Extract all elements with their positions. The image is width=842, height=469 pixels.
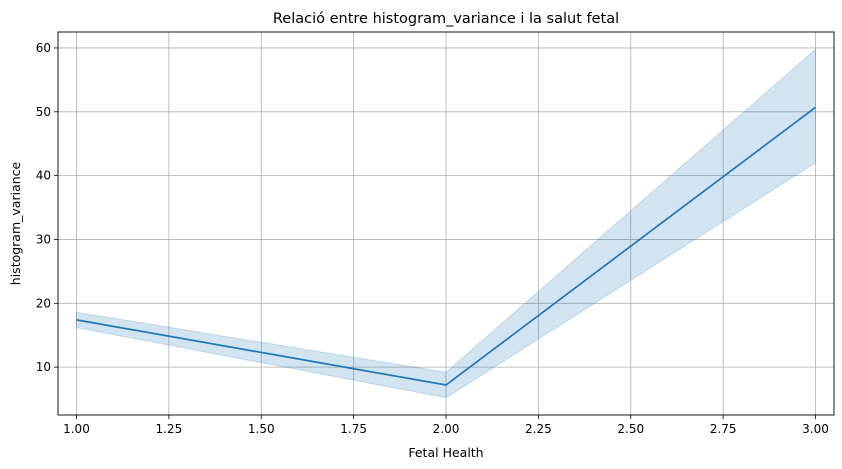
- grid: [58, 32, 834, 415]
- x-tick-label: 1.50: [248, 422, 275, 436]
- series-line-layer: [76, 106, 817, 386]
- series-line: [76, 106, 817, 386]
- x-tick-label: 2.25: [525, 422, 552, 436]
- y-tick-label: 30: [36, 232, 51, 246]
- x-axis-ticks: 1.00 1.25 1.50 1.75 2.00 2.25 2.50 2.75 3.00: [63, 415, 829, 436]
- x-tick-label: 2.00: [433, 422, 460, 436]
- x-tick-label: 1.75: [340, 422, 367, 436]
- x-tick-label: 2.50: [617, 422, 644, 436]
- y-tick-label: 50: [36, 105, 51, 119]
- chart-title: Relació entre histogram_variance i la sa…: [273, 11, 619, 27]
- x-axis-label: Fetal Health: [408, 445, 483, 460]
- x-tick-label: 1.25: [155, 422, 182, 436]
- x-tick-label: 1.00: [63, 422, 90, 436]
- y-tick-label: 20: [36, 296, 51, 310]
- confidence-band: [75, 48, 817, 399]
- x-tick-label: 3.00: [802, 422, 829, 436]
- y-axis-label: histogram_variance: [8, 161, 23, 285]
- confidence-band-layer: [75, 48, 817, 399]
- y-axis-ticks: 10 20 30 40 50 60: [36, 41, 58, 374]
- y-tick-label: 10: [36, 360, 51, 374]
- x-tick-label: 2.75: [710, 422, 737, 436]
- y-tick-label: 60: [36, 41, 51, 55]
- y-tick-label: 40: [36, 169, 51, 183]
